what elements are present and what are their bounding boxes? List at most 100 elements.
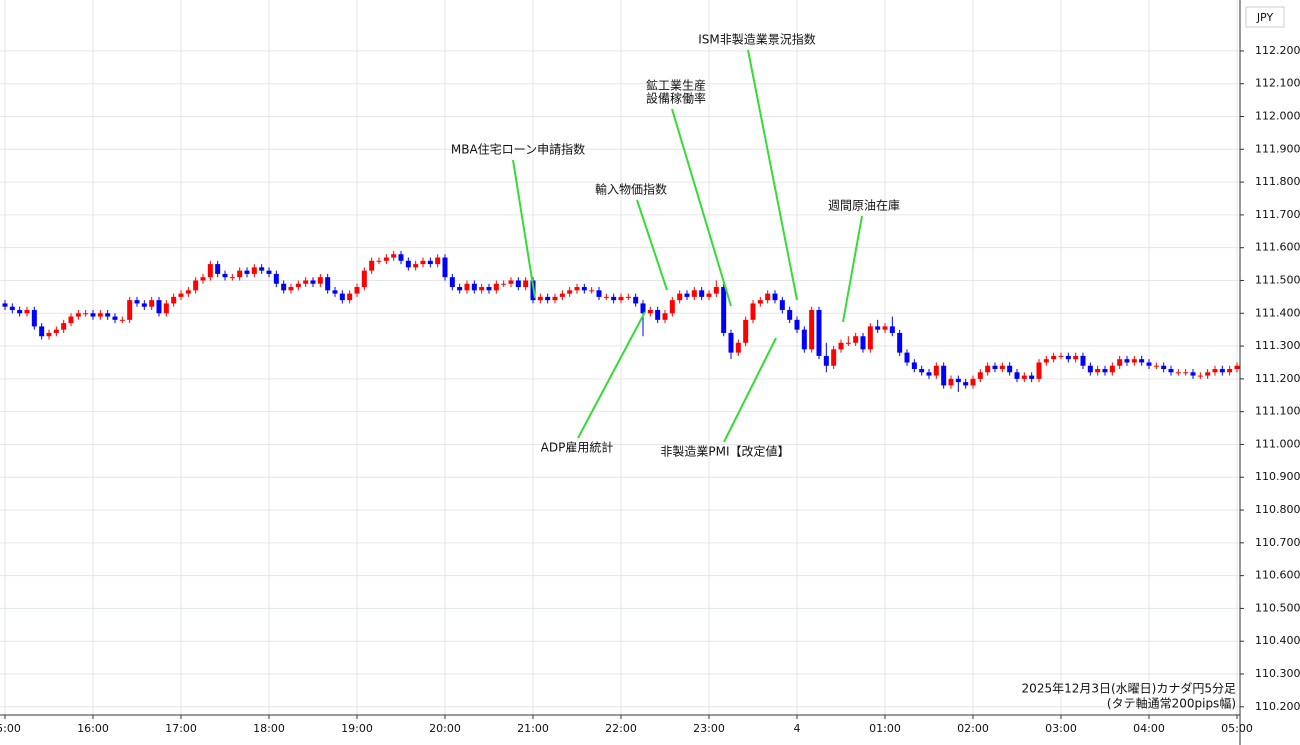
annotation-label: ADP雇用統計 [541,440,614,455]
candle-body [1197,375,1203,377]
candle-body [46,332,52,337]
candle-body [1102,369,1108,373]
annotation-label: ISM非製造業景況指数 [698,32,816,47]
candle-body [449,277,455,288]
annotation-label: 週間原油在庫 [828,199,900,213]
candle-body [61,323,67,330]
candle-body [611,296,617,301]
candle-body [669,300,675,314]
candle-body [713,287,719,294]
y-tick-label: 111.200 [1255,372,1300,385]
candle-body [992,365,998,370]
candle-body [955,378,961,383]
candle-body [875,326,881,330]
candle-body [757,300,763,304]
candle-body [1161,365,1167,370]
candle-body [816,309,822,356]
y-tick-label: 111.300 [1255,339,1300,352]
candle-body [119,319,125,321]
candle-body [31,309,37,327]
candle-body [750,303,756,320]
candle-body [200,277,206,281]
x-tick-label: 19:00 [341,722,373,735]
candle-body [845,342,851,344]
candle-body [193,280,199,291]
candle-body [1021,375,1027,379]
candle-body [567,290,573,294]
candle-body [625,296,631,298]
candle-body [383,257,389,261]
candle-body [655,309,661,320]
candle-body [427,260,433,265]
candle-body [1124,359,1130,363]
candle-body [1139,359,1145,363]
candle-body [207,264,213,278]
candle-body [325,277,331,291]
candle-body [332,290,338,294]
y-tick-label: 110.400 [1255,634,1300,647]
candle-body [83,313,89,315]
y-tick-label: 111.400 [1255,306,1300,319]
candle-body [369,260,375,271]
candle-body [281,283,287,291]
candle-body [317,277,323,284]
candle-body [581,287,587,291]
candle-body [185,290,191,294]
candle-body [354,287,360,294]
x-tick-label: 16:00 [77,722,109,735]
candle-body [867,326,873,350]
candle-body [1109,365,1115,373]
candle-body [295,283,301,288]
x-tick-label: 01:00 [869,722,901,735]
annotation-label: 設備稼働率 [646,91,706,106]
candle-body [1205,372,1211,376]
candle-body [251,267,257,274]
candle-body [68,316,74,324]
annotation-line [723,337,777,443]
candle-body [39,326,45,337]
candle-body [24,309,30,314]
candle-body [391,254,397,258]
candle-body [1080,355,1086,366]
candle-body [1095,369,1101,373]
candle-body [941,365,947,386]
candle-body [831,349,837,366]
candle-body [1014,372,1020,379]
candle-body [1190,372,1196,376]
annotation-line [747,49,798,301]
candle-body [1212,369,1218,373]
candle-body [471,283,477,291]
candle-body [1058,355,1064,357]
candle-body [728,332,734,353]
candle-body [127,300,133,320]
y-tick-label: 110.300 [1255,667,1300,680]
candle-body [9,306,15,310]
annotation-label: 非製造業PMI【改定値】 [660,444,789,459]
y-tick-label: 111.000 [1255,437,1300,450]
candle-body [794,319,800,330]
x-tick-label: 03:00 [1045,722,1077,735]
candle-body [1183,372,1189,374]
candle-body [787,309,793,320]
candle-body [963,382,969,386]
candle-body [420,260,426,265]
candle-body [398,254,404,261]
candle-body [75,313,81,317]
candle-body [1065,355,1071,360]
y-tick-label: 110.700 [1255,536,1300,549]
candle-body [633,296,639,304]
candle-body [178,293,184,297]
y-tick-label: 111.600 [1255,241,1300,254]
candle-body [259,267,265,271]
candle-body [2,303,8,307]
candle-body [442,257,448,278]
y-tick-label: 111.500 [1255,273,1300,286]
candle-body [1073,355,1079,360]
candle-body [743,319,749,343]
currency-box [1245,6,1285,28]
candle-body [310,280,316,284]
y-tick-label: 110.500 [1255,601,1300,614]
candle-body [537,296,543,301]
